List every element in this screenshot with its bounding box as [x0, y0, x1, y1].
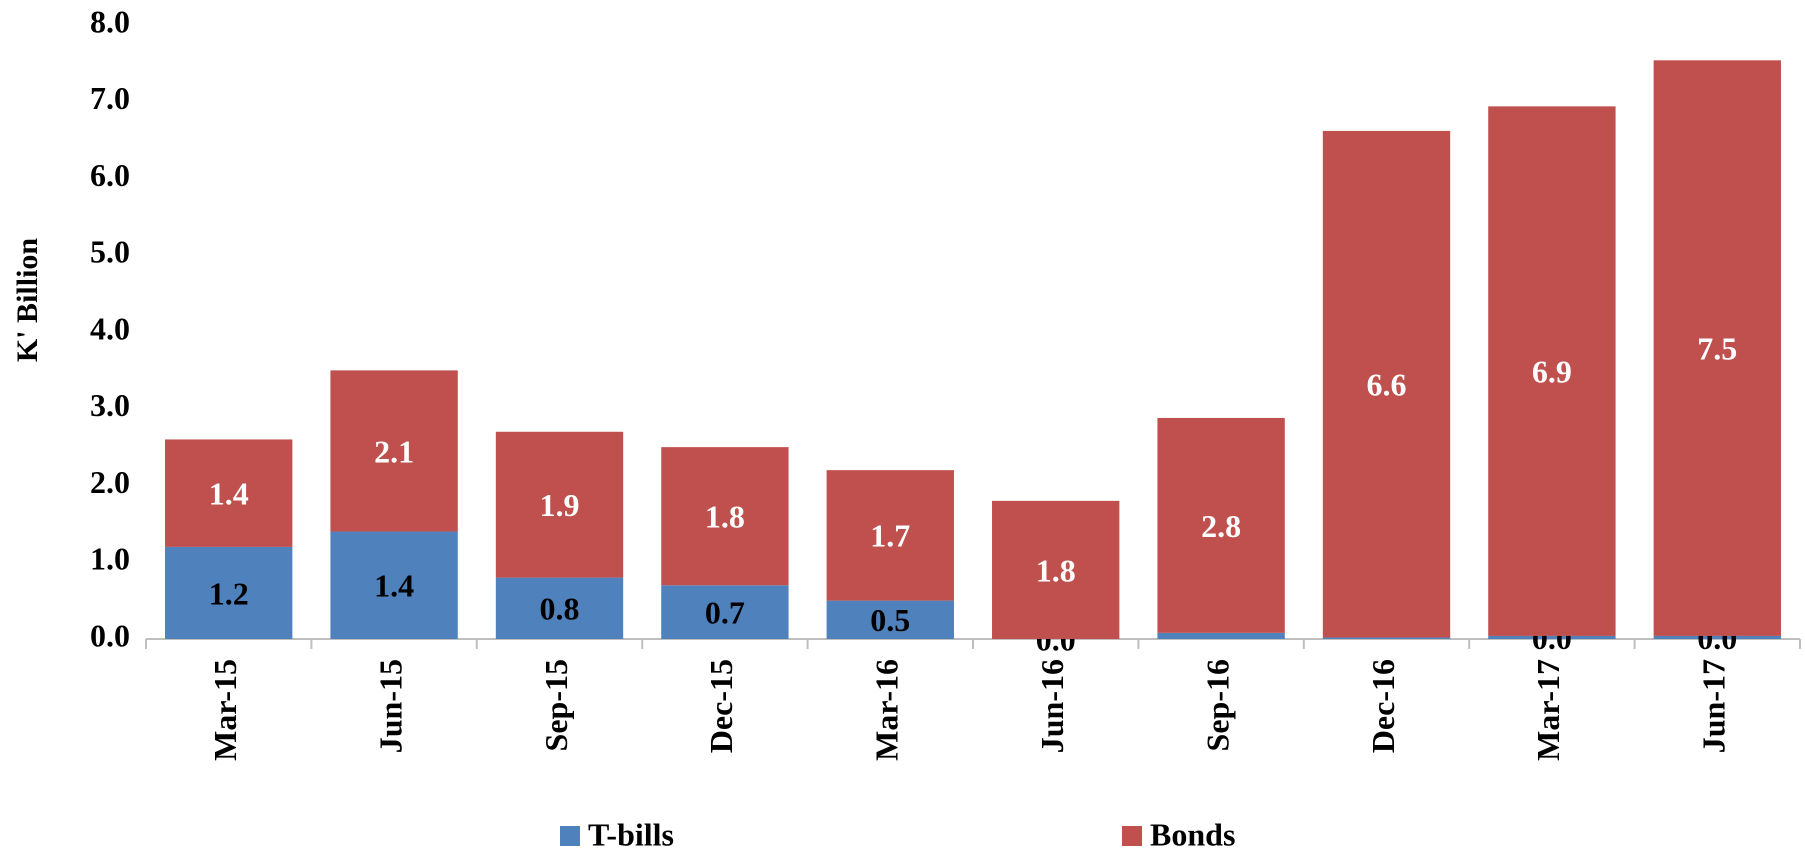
bar-segment — [1157, 632, 1285, 639]
y-tick-label: 2.0 — [90, 464, 130, 500]
data-label: 6.6 — [1367, 367, 1407, 403]
data-label: 1.7 — [870, 518, 910, 554]
x-tick-label: Dec-15 — [703, 659, 739, 753]
x-tick-label: Dec-16 — [1365, 659, 1401, 753]
y-tick-label: 8.0 — [90, 3, 130, 39]
bar-segment — [495, 577, 624, 639]
bar-segment — [330, 370, 458, 532]
bar-segment — [661, 585, 789, 639]
data-label: 1.2 — [209, 575, 249, 611]
bar-segment — [330, 531, 458, 639]
y-tick-label: 3.0 — [90, 387, 130, 423]
data-label: 1.9 — [540, 487, 580, 523]
bar-segment — [1322, 130, 1451, 638]
bar-segment — [495, 431, 624, 578]
x-tick-label: Jun-16 — [1034, 659, 1070, 753]
data-label: 7.5 — [1697, 330, 1737, 366]
legend-swatch — [560, 826, 580, 846]
legend-label: T-bills — [588, 816, 674, 852]
x-tick-label: Jun-17 — [1696, 659, 1732, 753]
x-tick-label: Mar-16 — [869, 659, 905, 761]
x-tick-label: Sep-15 — [538, 659, 574, 751]
bar-segment — [1653, 60, 1781, 636]
y-tick-label: 4.0 — [90, 310, 130, 346]
x-tick-label: Mar-15 — [207, 659, 243, 761]
y-tick-label: 6.0 — [90, 157, 130, 193]
bar-segment — [1488, 106, 1616, 636]
legend-label: Bonds — [1150, 816, 1235, 852]
bar-segment — [826, 470, 954, 601]
bar-segment — [1488, 635, 1616, 639]
x-tick-label: Jun-15 — [372, 659, 408, 753]
data-label: 6.9 — [1532, 353, 1572, 389]
data-label: 0.7 — [705, 594, 745, 630]
data-label: 1.4 — [209, 476, 249, 512]
bar-segment — [1322, 637, 1451, 639]
data-label: 0.8 — [540, 591, 580, 627]
data-label: 1.4 — [374, 568, 414, 604]
bar-segment — [992, 500, 1120, 639]
data-label: 2.8 — [1201, 508, 1241, 544]
bar-segment — [661, 447, 789, 586]
bar-segment — [165, 439, 293, 547]
y-tick-label: 7.0 — [90, 80, 130, 116]
x-tick-label: Mar-17 — [1530, 659, 1566, 761]
y-tick-label: 0.0 — [90, 617, 130, 653]
x-tick-label: Sep-16 — [1199, 659, 1235, 751]
y-tick-label: 5.0 — [90, 234, 130, 270]
data-label: 0.5 — [870, 602, 910, 638]
bar-segment — [826, 600, 954, 639]
data-label: 1.8 — [1036, 552, 1076, 588]
y-tick-label: 1.0 — [90, 541, 130, 577]
data-label: 1.8 — [705, 499, 745, 535]
bar-segment — [165, 546, 293, 639]
legend-swatch — [1122, 826, 1142, 846]
y-axis-title: K' Billion — [11, 238, 44, 363]
bar-segment — [1157, 417, 1285, 633]
data-label: 2.1 — [374, 433, 414, 469]
bar-segment — [1653, 635, 1781, 639]
